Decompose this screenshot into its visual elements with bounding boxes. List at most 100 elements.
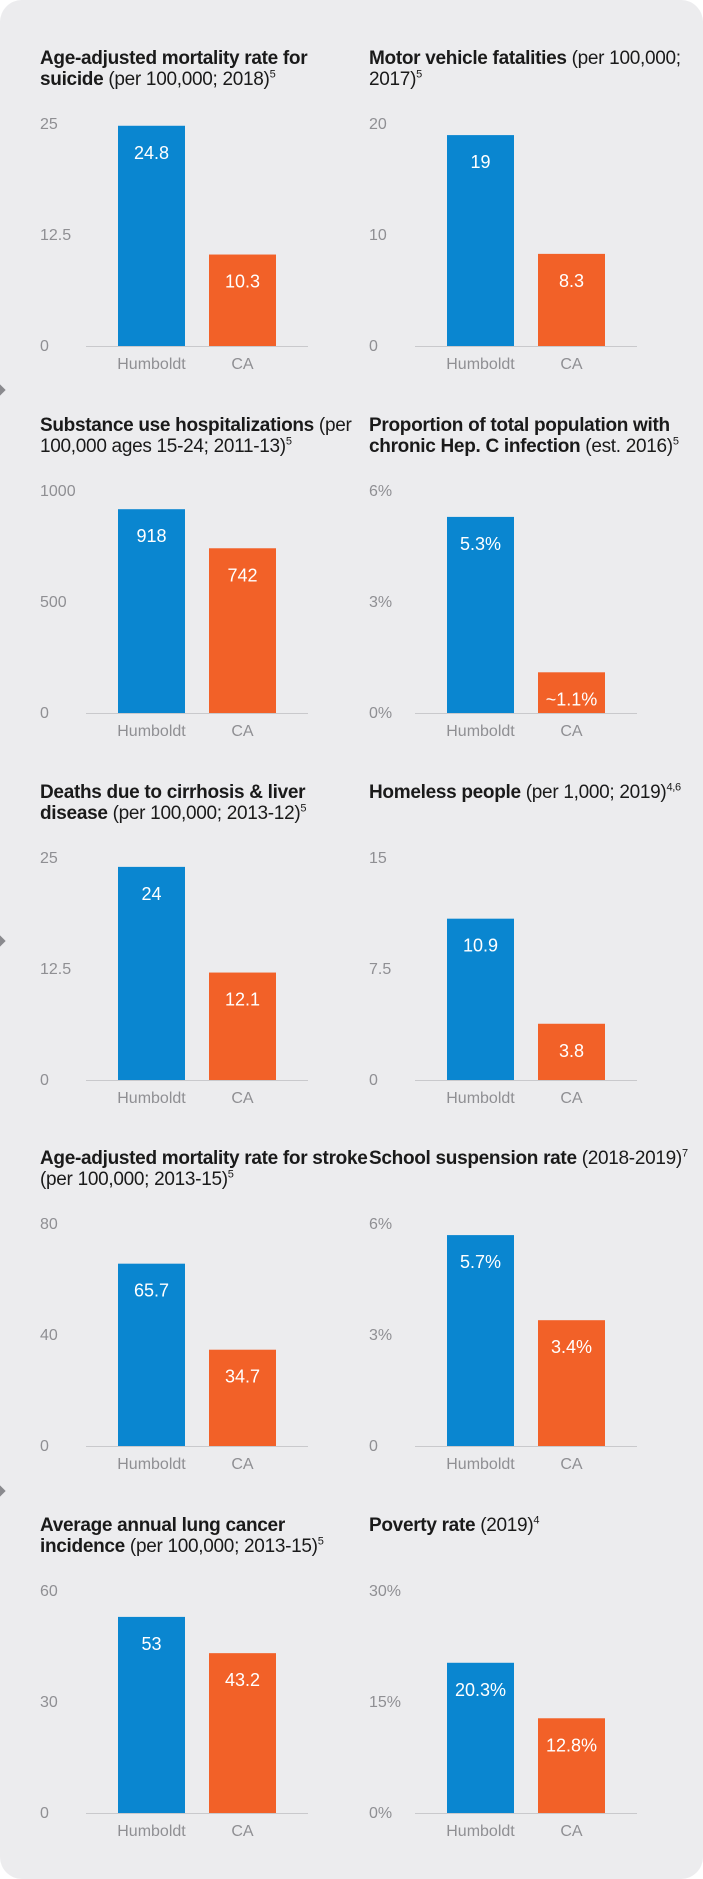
chart-title-detail: (per 100,000; 2013-15) <box>124 1536 318 1557</box>
chart-title: Proportion of total population with chro… <box>369 415 699 457</box>
x-category-label: CA <box>560 1456 583 1473</box>
chart-title: Poverty rate (2019)4 <box>369 1515 699 1536</box>
chart-title-footnote: 4,6 <box>666 781 681 794</box>
x-category-label: CA <box>231 1090 254 1107</box>
bar-humboldt <box>447 516 514 713</box>
chart-plot: 0 12.5 25 24.8 Humboldt 10.3 CA <box>40 116 308 373</box>
data-label: 10.3 <box>225 272 260 292</box>
edge-marker <box>0 1485 6 1497</box>
data-label: 19 <box>470 152 490 172</box>
chart-title: Deaths due to cirrhosis & liver disease … <box>40 782 370 824</box>
chart-plot: 0% 15% 30% 20.3% Humboldt 12.8% CA <box>369 1583 637 1840</box>
bar-ca <box>538 1023 605 1080</box>
y-tick-label: 7.5 <box>369 961 391 978</box>
chart-title: School suspension rate (2018-2019)7 <box>369 1148 699 1169</box>
edge-marker <box>0 935 6 947</box>
chart-title-detail: (per 100,000; 2013-12) <box>107 803 301 824</box>
chart-title-detail: (per 1,000; 2019) <box>520 782 667 803</box>
chart-title-detail: (per 100,000; 2017) <box>369 48 681 90</box>
chart-title-bold: Homeless people <box>369 782 521 803</box>
y-tick-label: 1000 <box>40 483 76 500</box>
x-category-label: Humboldt <box>446 1456 515 1473</box>
chart-title-bold: Age-adjusted mortality rate for suicide <box>40 48 308 90</box>
x-category-label: Humboldt <box>446 1090 515 1107</box>
y-tick-label: 0 <box>40 1805 49 1822</box>
chart-title-bold: Average annual lung cancer incidence <box>40 1515 285 1557</box>
bar-ca <box>538 1718 605 1813</box>
x-category-label: CA <box>560 1823 583 1840</box>
bar-chart: Substance use hospitalizations (per 100,… <box>40 415 370 755</box>
chart-plot: 0 7.5 15 10.9 Humboldt 3.8 CA <box>369 850 637 1107</box>
y-tick-label: 15% <box>369 1694 401 1711</box>
chart-title-footnote: 5 <box>672 435 679 448</box>
chart-title-footnote: 5 <box>416 68 422 81</box>
y-tick-label: 3% <box>369 594 392 611</box>
y-tick-label: 0% <box>369 1805 392 1822</box>
chart-title-detail: (per 100,000; 2013-15) <box>40 1169 228 1190</box>
chart-title-bold: Poverty rate <box>369 1515 476 1536</box>
chart-title-detail: (per 100,000 ages 15-24; 2011-13) <box>40 415 352 457</box>
chart-title: Average annual lung cancer incidence (pe… <box>40 1515 370 1557</box>
chart-plot: 0% 3% 6% 5.3% Humboldt ~1.1% CA <box>369 483 637 740</box>
y-tick-label: 0 <box>40 1438 49 1455</box>
chart-title-bold: Proportion of total population with chro… <box>369 415 670 457</box>
chart-title-footnote: 7 <box>681 1147 688 1160</box>
chart-title-bold: Motor vehicle fatalities <box>369 48 567 69</box>
chart-title-detail: (per 100,000; 2018) <box>103 69 270 90</box>
chart-title: Substance use hospitalizations (per 100,… <box>40 415 370 457</box>
data-label: 3.8 <box>559 1041 584 1061</box>
x-category-label: CA <box>231 356 254 373</box>
bar-humboldt <box>447 1235 514 1446</box>
chart-title-bold: Substance use hospitalizations <box>40 415 314 436</box>
chart-title-detail: (2019) <box>475 1515 534 1536</box>
x-category-label: Humboldt <box>446 723 515 740</box>
x-category-label: Humboldt <box>117 723 186 740</box>
x-category-label: CA <box>231 1823 254 1840</box>
data-label: 8.3 <box>559 271 584 291</box>
y-tick-label: 15 <box>369 850 387 867</box>
bar-humboldt <box>118 1616 185 1813</box>
bar-humboldt <box>118 509 185 713</box>
data-label: 5.7% <box>460 1252 501 1272</box>
y-tick-label: 30% <box>369 1583 401 1600</box>
data-label: 12.8% <box>546 1735 597 1755</box>
data-label: 53 <box>141 1634 161 1654</box>
bar-humboldt <box>447 1662 514 1813</box>
y-tick-label: 0 <box>40 338 49 355</box>
data-label: 34.7 <box>225 1367 260 1387</box>
y-tick-label: 500 <box>40 594 67 611</box>
y-tick-label: 0 <box>369 1438 378 1455</box>
data-label: ~1.1% <box>546 689 598 709</box>
chart-title: Age-adjusted mortality rate for stroke (… <box>40 1148 370 1190</box>
chart-title: Motor vehicle fatalities (per 100,000; 2… <box>369 48 699 90</box>
chart-plot: 0 40 80 65.7 Humboldt 34.7 CA <box>40 1216 308 1473</box>
y-tick-label: 0% <box>369 705 392 722</box>
x-category-label: CA <box>560 723 583 740</box>
bar-ca <box>209 1653 276 1813</box>
data-label: 43.2 <box>225 1670 260 1690</box>
bar-chart: Homeless people (per 1,000; 2019)4,6 0 7.5… <box>369 782 699 1122</box>
bar-humboldt <box>118 125 185 346</box>
bar-humboldt <box>118 1263 185 1446</box>
bar-ca <box>538 672 605 713</box>
y-tick-label: 12.5 <box>40 961 71 978</box>
bar-chart: School suspension rate (2018-2019)7 0 3% 6%… <box>369 1148 699 1488</box>
bar-chart: Age-adjusted mortality rate for suicide … <box>40 48 370 388</box>
chart-title-bold: Age-adjusted mortality rate for stroke <box>40 1148 368 1169</box>
data-label: 742 <box>227 565 257 585</box>
chart-title-footnote: 5 <box>227 1168 234 1181</box>
y-tick-label: 6% <box>369 1216 392 1233</box>
edge-marker <box>0 384 6 396</box>
chart-title-footnote: 5 <box>285 435 292 448</box>
chart-title-footnote: 5 <box>269 68 276 81</box>
bar-ca <box>209 1349 276 1446</box>
bar-chart: Average annual lung cancer incidence (pe… <box>40 1515 370 1855</box>
y-tick-label: 30 <box>40 1694 58 1711</box>
x-category-label: Humboldt <box>117 1090 186 1107</box>
chart-title-footnote: 5 <box>317 1535 324 1548</box>
data-label: 24 <box>141 884 161 904</box>
y-tick-label: 6% <box>369 483 392 500</box>
data-label: 3.4% <box>551 1337 592 1357</box>
x-category-label: Humboldt <box>117 1456 186 1473</box>
y-tick-label: 10 <box>369 227 387 244</box>
